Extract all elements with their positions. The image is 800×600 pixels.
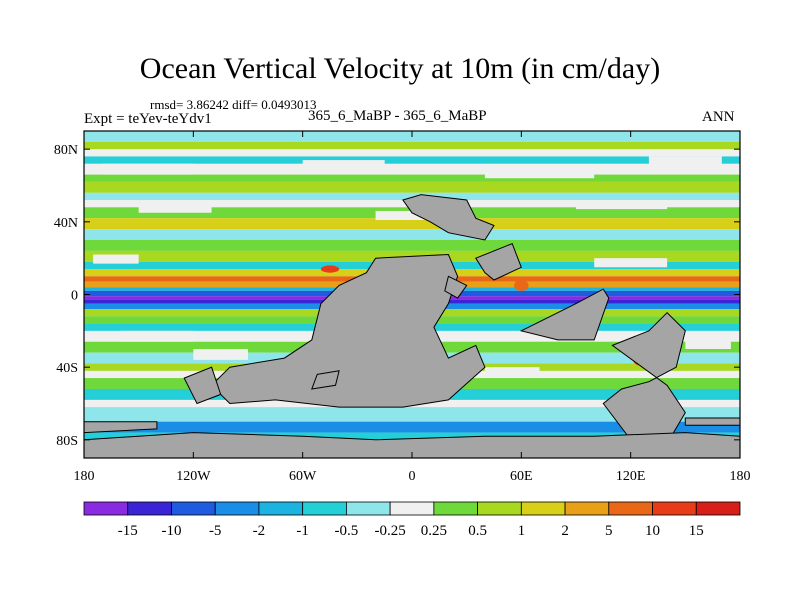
experiment-label: Expt = teYev-teYdv1 <box>84 111 212 127</box>
colorbar-swatch <box>258 501 304 516</box>
colorbar-label: -10 <box>161 523 181 539</box>
map-panel <box>83 130 741 459</box>
land-mass <box>84 421 158 434</box>
colorbar-swatch <box>214 501 260 516</box>
weak-velocity-patch <box>685 339 731 349</box>
velocity-band <box>84 174 740 182</box>
colorbar-swatch <box>389 501 435 516</box>
velocity-band <box>84 240 740 251</box>
lat-tick-label: 40N <box>54 216 78 231</box>
axis-ticks <box>83 131 741 458</box>
weak-velocity-patch <box>102 163 194 175</box>
colorbar-label: 15 <box>689 523 704 539</box>
colorbar-label: 0.5 <box>468 523 487 539</box>
colorbar-swatch <box>127 501 172 516</box>
weak-velocity-patch <box>93 254 139 264</box>
colorbar-label: 5 <box>605 523 613 539</box>
velocity-band <box>84 181 740 193</box>
comparison-label: 365_6_MaBP - 365_6_MaBP <box>308 108 487 124</box>
lon-tick-label: 120E <box>616 469 646 484</box>
upwelling-hotspot <box>320 265 340 273</box>
colorbar-swatch <box>608 501 653 516</box>
velocity-band <box>84 407 740 422</box>
land-mass <box>311 370 340 390</box>
lon-tick-label: 180 <box>74 469 95 484</box>
lon-tick-label: 180 <box>730 469 751 484</box>
colorbar-label: -0.25 <box>375 523 406 539</box>
colorbar-swatch <box>564 501 610 516</box>
colorbar-label: 1 <box>518 523 526 539</box>
velocity-band <box>84 421 740 433</box>
velocity-band <box>84 156 740 164</box>
lon-tick-label: 60W <box>289 469 317 484</box>
lon-tick-label: 120W <box>176 469 211 484</box>
colorbar-label: -1 <box>296 523 309 539</box>
weak-velocity-patch <box>302 160 385 170</box>
land-mass <box>519 288 610 341</box>
lat-tick-label: 0 <box>71 289 78 304</box>
lat-tick-label: 80N <box>54 143 78 158</box>
colorbar-swatch <box>83 501 129 516</box>
velocity-band <box>84 229 740 240</box>
land-mass <box>444 275 468 299</box>
weak-velocity-patch <box>484 167 595 179</box>
colorbar-swatch <box>695 501 741 516</box>
upwelling-hotspot <box>514 279 529 291</box>
colorbar-label: 2 <box>561 523 569 539</box>
season-label: ANN <box>702 109 735 125</box>
velocity-band <box>84 192 740 201</box>
land-mass <box>84 432 740 458</box>
colorbar-swatch <box>171 501 216 516</box>
weak-velocity-patch <box>484 367 540 377</box>
weak-velocity-patch <box>594 258 668 268</box>
weak-velocity-patch <box>138 203 212 213</box>
land-mass <box>210 253 486 408</box>
colorbar-swatch <box>477 501 522 516</box>
lon-tick-label: 60E <box>510 469 533 484</box>
land-masks <box>84 194 740 458</box>
velocity-band <box>84 432 740 444</box>
colorbar-swatch <box>345 501 391 516</box>
land-mass <box>684 417 740 426</box>
velocity-band <box>84 218 740 230</box>
longitude-labels: 180 120W 60W 0 60E 120E 180 <box>74 469 751 484</box>
colorbar-swatch <box>433 501 479 516</box>
colorbar-label: -0.5 <box>335 523 359 539</box>
land-mass <box>402 194 495 241</box>
lat-tick-label: 80S <box>56 434 78 449</box>
lon-tick-label: 0 <box>409 469 416 484</box>
velocity-band <box>84 141 740 150</box>
land-mass <box>183 366 222 405</box>
colorbar-label: -2 <box>253 523 266 539</box>
colorbar-swatch <box>520 501 566 516</box>
page-title: Ocean Vertical Velocity at 10m (in cm/da… <box>139 52 661 85</box>
colorbar-swatch <box>652 501 697 516</box>
colorbar-label: 0.25 <box>421 523 447 539</box>
weak-velocity-patch <box>375 210 431 221</box>
colorbar-label: -5 <box>209 523 222 539</box>
latitude-labels: 80N 40N 0 40S 80S <box>54 143 78 449</box>
land-mass <box>475 242 522 281</box>
colorbar-label: -15 <box>118 523 138 539</box>
weak-velocity-patch <box>648 156 722 166</box>
weak-velocity-patch <box>120 330 194 342</box>
colorbar-swatch <box>302 501 347 516</box>
colorbar-label: 10 <box>645 523 660 539</box>
colorbar: -15 -10 -5 -2 -1 -0.5 -0.25 0.25 0.5 1 2 5 10 15 <box>83 501 741 539</box>
lat-tick-label: 40S <box>56 361 78 376</box>
land-mass <box>602 311 686 445</box>
stats-label: rmsd= 3.86242 diff= 0.0493013 <box>150 97 317 112</box>
weak-velocity-patch <box>193 349 248 360</box>
weak-velocity-patch <box>576 200 668 210</box>
